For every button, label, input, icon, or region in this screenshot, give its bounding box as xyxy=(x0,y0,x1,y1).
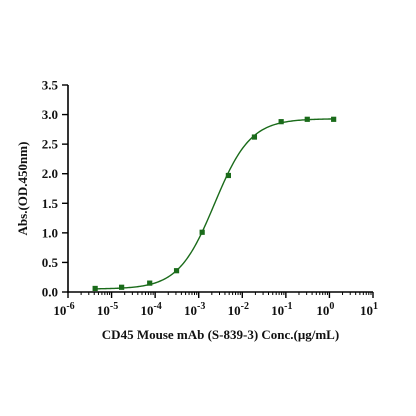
x-tick-label: 101 xyxy=(360,301,378,318)
x-tick-label: 10-5 xyxy=(97,301,118,318)
y-tick-label: 2.5 xyxy=(42,137,59,152)
data-point xyxy=(225,172,231,179)
y-tick-label: 2.0 xyxy=(42,166,58,181)
data-point xyxy=(147,280,153,286)
ticks: 0.0 0.5 1.0 1.5 2.0 2.5 3.0 3.5 10-6 10-5 10-4 10-3… xyxy=(42,78,378,319)
fit-curve-layer xyxy=(95,118,334,290)
x-tick-label: 10-6 xyxy=(53,301,74,318)
x-tick-label: 10-4 xyxy=(140,301,161,318)
data-point xyxy=(119,284,125,290)
data-point xyxy=(199,229,205,235)
data-points xyxy=(92,116,337,292)
y-axis-title: Abs.(OD.450nm) xyxy=(15,142,30,236)
x-tick-label: 10-2 xyxy=(228,301,249,318)
y-tick-label: 0.0 xyxy=(42,285,58,300)
data-point xyxy=(173,268,180,274)
data-point xyxy=(331,116,337,122)
y-tick-label: 0.5 xyxy=(42,255,59,270)
y-tick-label: 3.0 xyxy=(42,107,58,122)
x-tick-label: 100 xyxy=(316,301,334,318)
y-tick-label: 1.0 xyxy=(42,225,58,240)
data-point xyxy=(251,134,258,140)
fit-curve xyxy=(95,118,334,290)
x-tick-label: 10-3 xyxy=(184,301,205,318)
x-tick-label: 10-1 xyxy=(271,301,292,318)
data-point xyxy=(278,119,284,125)
data-point xyxy=(92,285,98,292)
axes xyxy=(67,85,373,293)
data-point xyxy=(304,116,310,122)
y-tick-label: 1.5 xyxy=(42,196,59,211)
x-axis-title: CD45 Mouse mAb (S-839-3) Conc.(μg/mL) xyxy=(102,327,339,342)
y-tick-label: 3.5 xyxy=(42,78,59,93)
